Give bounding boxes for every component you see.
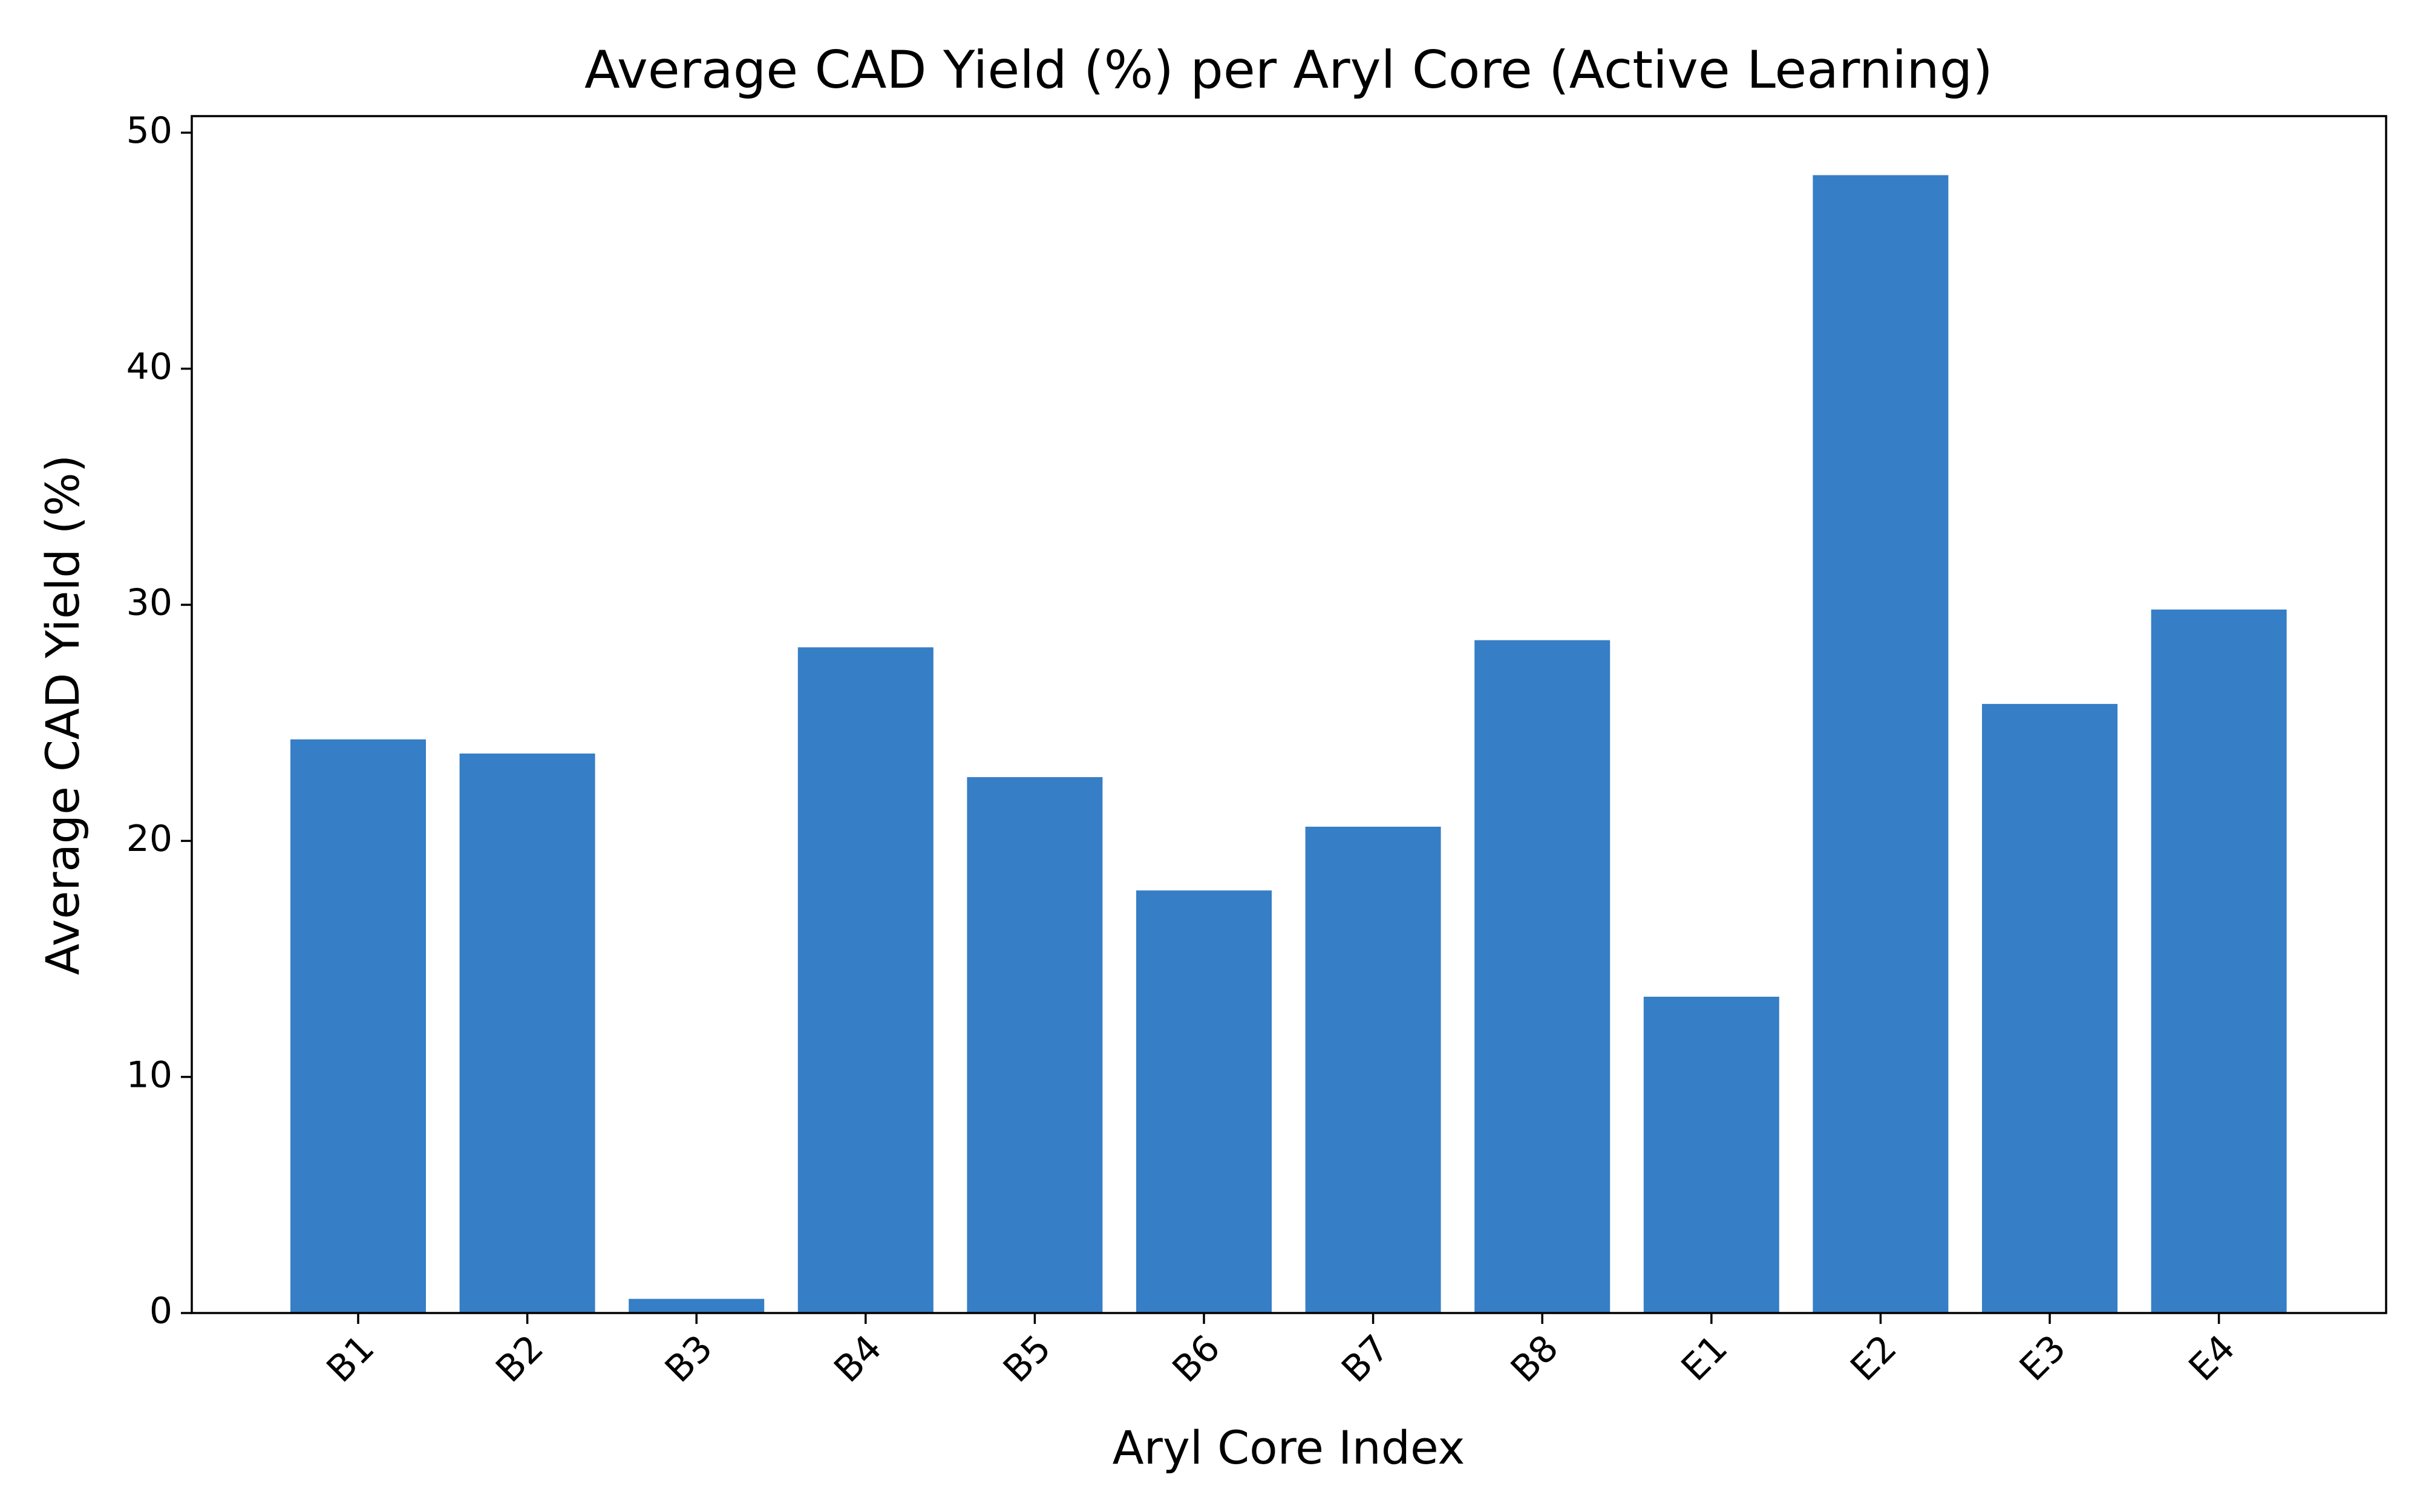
x-tick-label: E3 bbox=[2012, 1327, 2074, 1389]
y-tick-label: 0 bbox=[149, 1290, 172, 1332]
y-tick-label: 50 bbox=[126, 109, 172, 152]
x-tick-label: B1 bbox=[319, 1327, 383, 1391]
x-axis-label: Aryl Core Index bbox=[1113, 1421, 1465, 1475]
bar-e2 bbox=[1813, 175, 1949, 1314]
x-tick-label: B3 bbox=[657, 1327, 721, 1391]
bar-e3 bbox=[1982, 703, 2118, 1313]
bar-e1 bbox=[1643, 997, 1779, 1313]
bar-e4 bbox=[2151, 609, 2287, 1313]
x-tick-label: E4 bbox=[2181, 1327, 2243, 1389]
bar-b1 bbox=[290, 739, 426, 1313]
x-tick-label: B8 bbox=[1503, 1327, 1567, 1391]
y-tick-label: 20 bbox=[126, 818, 172, 860]
bar-b4 bbox=[797, 647, 934, 1313]
x-tick-label: B4 bbox=[826, 1327, 891, 1391]
y-tick-label: 10 bbox=[126, 1054, 172, 1096]
x-tick-label: B5 bbox=[995, 1327, 1059, 1391]
x-axis: B1 B2 B3 B4 B5 B6 B7 B8 E1 E2 E3 E4 bbox=[319, 1313, 2243, 1390]
chart-title: Average CAD Yield (%) per Aryl Core (Act… bbox=[584, 40, 1993, 100]
bar-b5 bbox=[967, 777, 1103, 1313]
x-tick-label: E1 bbox=[1673, 1327, 1736, 1389]
y-axis-label: Average CAD Yield (%) bbox=[36, 455, 90, 976]
bar-b8 bbox=[1474, 640, 1611, 1313]
x-tick-label: B6 bbox=[1165, 1327, 1229, 1391]
x-tick-label: B7 bbox=[1333, 1327, 1398, 1391]
bar-b6 bbox=[1136, 890, 1272, 1313]
bar-b2 bbox=[459, 753, 595, 1313]
bars-group bbox=[290, 175, 2287, 1314]
y-tick-label: 30 bbox=[126, 582, 172, 624]
y-axis: 0 10 20 30 40 50 bbox=[126, 109, 192, 1332]
bar-b3 bbox=[629, 1299, 765, 1313]
plot-frame bbox=[191, 115, 2387, 1314]
bar-b7 bbox=[1305, 826, 1441, 1313]
x-tick-label: B2 bbox=[488, 1327, 552, 1391]
y-tick-label: 40 bbox=[126, 345, 172, 388]
x-tick-label: E2 bbox=[1842, 1327, 1905, 1389]
